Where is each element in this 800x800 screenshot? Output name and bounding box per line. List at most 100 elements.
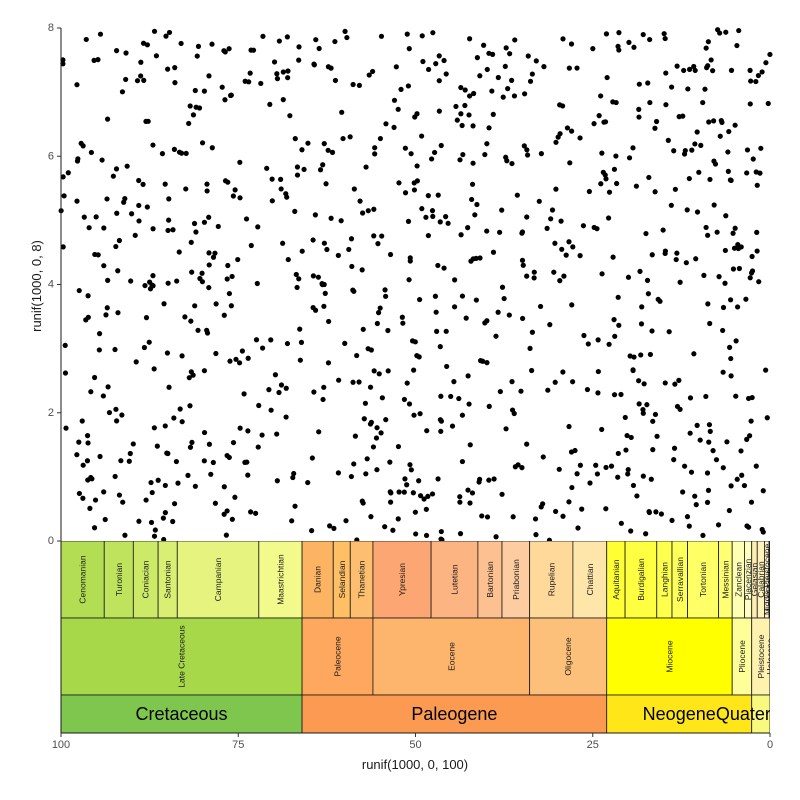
- data-point: [336, 377, 342, 383]
- data-point: [194, 53, 200, 59]
- data-point: [499, 491, 505, 497]
- data-point: [473, 297, 479, 303]
- data-point: [213, 301, 219, 307]
- data-point: [407, 258, 413, 264]
- data-point: [78, 140, 84, 146]
- stage-label: Campanian: [213, 557, 223, 601]
- data-point: [503, 426, 509, 432]
- data-point: [502, 63, 508, 70]
- data-point: [558, 218, 564, 224]
- data-point: [391, 97, 398, 103]
- data-point: [173, 458, 180, 465]
- data-point: [60, 61, 66, 67]
- data-point: [174, 278, 180, 284]
- data-point: [603, 506, 609, 512]
- data-point: [715, 27, 721, 33]
- data-point: [187, 444, 194, 450]
- data-point: [610, 99, 616, 105]
- data-point: [414, 111, 420, 117]
- data-point: [166, 384, 172, 390]
- data-point: [750, 156, 756, 162]
- data-point: [760, 488, 766, 494]
- data-point: [625, 466, 631, 473]
- data-point: [121, 199, 127, 205]
- epoch-label: Miocene: [664, 640, 674, 672]
- data-point: [133, 359, 139, 365]
- data-point: [560, 369, 566, 375]
- data-point: [126, 458, 132, 464]
- data-point: [206, 284, 212, 291]
- data-point: [605, 215, 612, 221]
- data-point: [296, 276, 302, 282]
- data-point: [497, 229, 503, 235]
- data-point: [432, 293, 439, 299]
- data-point: [599, 271, 605, 277]
- data-point: [456, 395, 462, 402]
- data-point: [584, 386, 591, 393]
- data-point: [616, 47, 622, 53]
- data-point: [237, 195, 243, 201]
- data-point: [467, 36, 473, 42]
- data-point: [312, 212, 318, 218]
- data-point: [417, 411, 423, 417]
- data-point: [747, 101, 753, 107]
- data-point: [206, 262, 212, 268]
- data-point: [715, 522, 722, 528]
- data-point: [553, 186, 559, 192]
- data-point: [182, 314, 188, 320]
- data-point: [87, 505, 93, 511]
- data-point: [465, 487, 471, 493]
- data-point: [326, 318, 332, 325]
- data-point: [459, 293, 466, 299]
- data-point: [325, 147, 331, 153]
- data-point: [166, 196, 172, 202]
- data-point: [161, 536, 167, 543]
- data-point: [760, 529, 766, 535]
- data-point: [411, 367, 417, 373]
- data-point: [274, 431, 280, 437]
- data-point: [477, 255, 483, 261]
- stage-label: Cenomanian: [78, 555, 88, 603]
- data-point: [425, 493, 431, 499]
- data-point: [60, 244, 66, 250]
- data-point: [222, 49, 228, 55]
- data-point: [590, 46, 596, 52]
- data-point: [354, 352, 360, 359]
- data-point: [183, 186, 189, 192]
- data-point: [764, 415, 770, 421]
- data-point: [716, 274, 722, 280]
- stage-label: Lutetian: [449, 564, 459, 595]
- stage-label: Bartonian: [485, 561, 495, 598]
- y-tick-label: 2: [48, 407, 54, 419]
- data-point: [329, 149, 336, 155]
- data-point: [171, 146, 178, 152]
- data-point: [195, 327, 201, 333]
- data-point: [691, 63, 697, 70]
- data-point: [465, 225, 471, 231]
- data-point: [627, 353, 633, 359]
- data-point: [404, 31, 410, 37]
- data-point: [524, 152, 531, 158]
- data-point: [538, 504, 544, 510]
- data-point: [692, 67, 698, 74]
- data-point: [269, 176, 275, 182]
- data-point: [237, 425, 243, 431]
- data-point: [115, 310, 121, 316]
- data-point: [681, 67, 687, 74]
- data-point: [60, 57, 66, 63]
- data-point: [479, 513, 485, 519]
- data-point: [560, 513, 566, 519]
- data-point: [611, 317, 617, 323]
- data-point: [566, 65, 572, 71]
- data-point: [143, 118, 149, 125]
- data-point: [713, 457, 720, 463]
- data-point: [694, 209, 701, 215]
- data-point: [640, 473, 646, 479]
- data-point: [577, 462, 583, 468]
- data-point: [687, 395, 694, 401]
- data-point: [62, 342, 68, 348]
- data-point: [500, 94, 506, 100]
- data-point: [320, 396, 326, 403]
- data-point: [536, 198, 542, 204]
- stage-label: Turonian: [114, 563, 124, 597]
